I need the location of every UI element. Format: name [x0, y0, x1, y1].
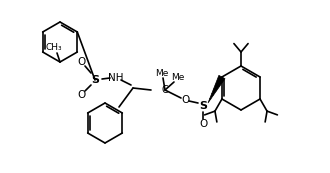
Text: S: S	[91, 75, 99, 85]
Text: O: O	[199, 119, 207, 129]
Text: O: O	[78, 90, 86, 100]
Text: Me: Me	[155, 70, 169, 79]
Text: O: O	[78, 57, 86, 67]
Polygon shape	[208, 75, 225, 103]
Text: Me: Me	[171, 74, 185, 83]
Text: CH₃: CH₃	[46, 43, 62, 52]
Text: O: O	[182, 95, 190, 105]
Text: S: S	[199, 101, 207, 111]
Text: C: C	[162, 85, 168, 95]
Text: NH: NH	[108, 73, 124, 83]
